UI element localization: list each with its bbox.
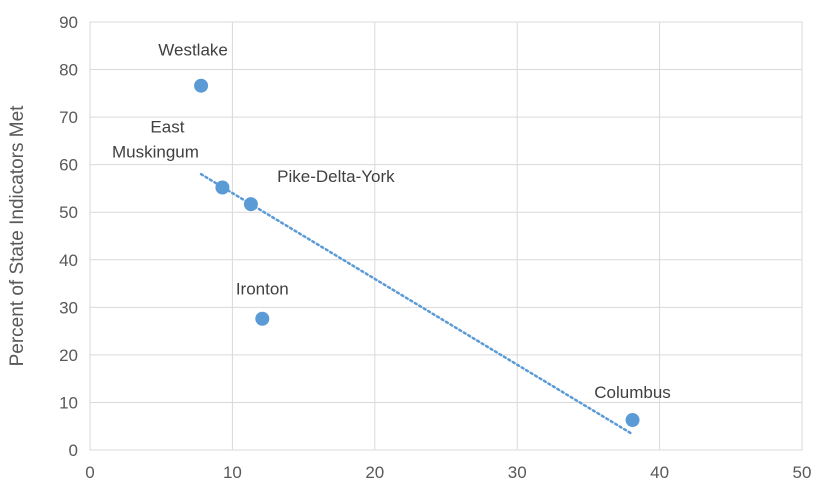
x-tick-label: 50 <box>793 463 812 482</box>
data-point <box>215 180 230 195</box>
y-axis-title: Percent of State Indicators Met <box>7 105 28 367</box>
plot-area <box>89 21 803 451</box>
trendline <box>199 172 633 435</box>
y-tick-label: 70 <box>59 108 78 127</box>
data-label: Columbus <box>594 383 671 402</box>
y-tick-label: 10 <box>59 393 78 412</box>
y-tick-label: 60 <box>59 156 78 175</box>
y-tick-label: 80 <box>59 61 78 80</box>
x-axis-ticks: 0 10 20 30 40 50 <box>85 463 811 482</box>
x-tick-label: 20 <box>365 463 384 482</box>
data-point <box>194 78 209 93</box>
x-tick-label: 40 <box>650 463 669 482</box>
data-point <box>625 413 640 428</box>
data-label: Ironton <box>236 280 289 299</box>
y-axis-ticks: 0 10 20 30 40 50 60 70 80 90 <box>59 13 78 460</box>
data-point <box>255 311 270 326</box>
data-label: Pike-Delta-York <box>277 167 395 186</box>
x-tick-label: 30 <box>508 463 527 482</box>
y-tick-label: 40 <box>59 251 78 270</box>
data-label: Westlake <box>158 41 228 60</box>
x-tick-label: 10 <box>223 463 242 482</box>
data-point-labels: Westlake East Muskingum Pike-Delta-York Iron… <box>112 41 671 402</box>
y-tick-label: 30 <box>59 298 78 317</box>
y-tick-label: 50 <box>59 203 78 222</box>
x-tick-label: 0 <box>85 463 94 482</box>
y-tick-label: 0 <box>69 441 78 460</box>
data-points <box>194 78 640 428</box>
data-point <box>243 197 258 212</box>
data-label: East Muskingum <box>112 117 199 161</box>
y-tick-label: 90 <box>59 13 78 32</box>
y-tick-label: 20 <box>59 346 78 365</box>
